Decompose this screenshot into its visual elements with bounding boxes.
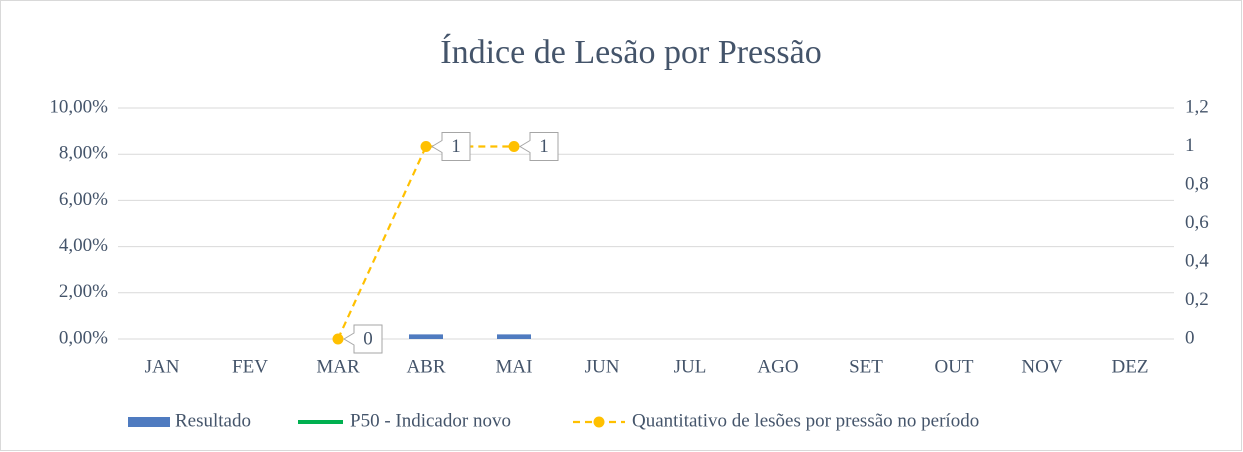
y-tick-label: 4,00%: [59, 235, 108, 256]
data-label: 1: [451, 136, 461, 157]
x-tick-label: SET: [849, 356, 883, 377]
y2-tick-label: 0: [1185, 327, 1195, 348]
marker: [420, 141, 432, 152]
data-label: 1: [539, 136, 549, 157]
y2-tick-label: 1,2: [1185, 96, 1209, 117]
y2-tick-label: 0,2: [1185, 289, 1209, 310]
x-tick-label: JAN: [145, 356, 180, 377]
y2-tick-label: 0,8: [1185, 173, 1209, 194]
x-tick-label: MAR: [316, 356, 360, 377]
x-tick-label: DEZ: [1112, 356, 1149, 377]
data-label: 0: [363, 328, 373, 349]
data-label-box: [431, 132, 471, 161]
data-label-box: [343, 324, 383, 354]
x-tick-label: ABR: [406, 356, 445, 377]
x-tick-label: JUN: [585, 356, 620, 377]
legend-label: Resultado: [175, 410, 251, 431]
chart-title: Índice de Lesão por Pressão: [440, 34, 821, 71]
y-tick-label: 2,00%: [59, 281, 108, 302]
y-tick-label: 8,00%: [59, 143, 108, 164]
y2-tick-label: 0,6: [1185, 212, 1209, 233]
y-tick-label: 0,00%: [59, 327, 108, 348]
x-tick-label: FEV: [232, 356, 268, 377]
y2-tick-label: 1: [1185, 135, 1195, 156]
y-tick-label: 6,00%: [59, 189, 108, 210]
series-line: [336, 145, 514, 340]
y2-tick-label: 0,4: [1185, 250, 1209, 271]
legend-swatch: [128, 417, 170, 427]
marker: [508, 141, 520, 152]
legend-marker: [593, 416, 605, 428]
x-tick-label: OUT: [934, 356, 973, 377]
data-label-box: [519, 132, 559, 161]
x-tick-label: MAI: [496, 356, 533, 377]
x-tick-label: JUL: [674, 356, 707, 377]
legend-label: P50 - Indicador novo: [350, 410, 511, 431]
bar: [497, 334, 531, 339]
marker: [332, 333, 344, 345]
legend-label: Quantitativo de lesões por pressão no pe…: [632, 410, 979, 431]
x-tick-label: NOV: [1021, 356, 1062, 377]
bar: [409, 334, 443, 339]
x-tick-label: AGO: [757, 356, 798, 377]
y-tick-label: 10,00%: [49, 96, 108, 117]
